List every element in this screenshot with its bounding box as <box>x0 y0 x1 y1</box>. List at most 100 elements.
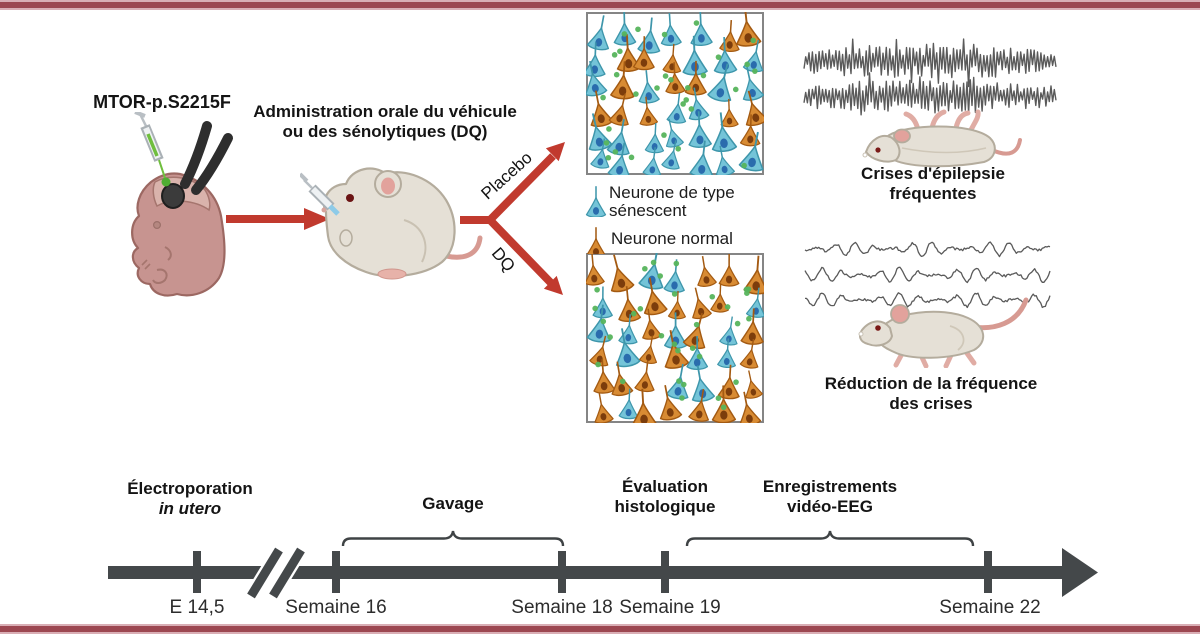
granule-dot <box>675 145 682 152</box>
neuron-glyph <box>593 359 616 394</box>
granule-dot <box>720 404 727 411</box>
granule-dot <box>606 126 612 132</box>
granule-dot <box>657 273 664 279</box>
granule-dot <box>675 347 681 354</box>
timeline-break <box>243 547 309 599</box>
granule-dot <box>603 140 610 146</box>
neuron-glyph <box>710 283 729 313</box>
eeg-trace-line <box>803 38 1057 88</box>
construct-label: MTOR-p.S2215F <box>93 92 231 112</box>
neuron-glyph <box>739 391 762 423</box>
neuron-glyph <box>632 36 655 71</box>
granule-dot <box>709 293 716 300</box>
eeg-trace-line <box>803 72 1057 116</box>
granule-dot <box>684 84 691 91</box>
arrowhead-dq <box>543 275 563 295</box>
granule-dot <box>630 310 637 317</box>
neuron-glyph <box>618 388 639 420</box>
granule-dot <box>607 334 613 340</box>
tick-label-semaine-22: Semaine 22 <box>939 597 1041 618</box>
tick-label-semaine-19: Semaine 19 <box>619 597 721 618</box>
neuron-glyph <box>643 277 668 316</box>
neuron-glyph <box>631 388 657 423</box>
neuron-glyph <box>642 147 662 175</box>
neuron-panel-dq <box>586 253 764 423</box>
neuron-glyph <box>686 336 709 371</box>
granule-dot <box>605 154 612 161</box>
neuron-glyph <box>607 142 631 175</box>
event-electroporation-line2: in utero <box>158 499 222 518</box>
event-electroporation-label: Électroporation in utero <box>105 479 275 519</box>
senescent-neuron-icon <box>585 186 607 217</box>
granule-dot <box>662 73 669 79</box>
granule-dot <box>680 381 687 388</box>
mouse-eye <box>875 325 881 331</box>
granule-dot <box>661 31 668 38</box>
neuron-glyph <box>638 70 660 104</box>
outcome-dq-label: Réduction de la fréquence des crises <box>806 374 1056 414</box>
granule-dot <box>661 132 667 138</box>
injection-syringe-icon <box>134 112 171 187</box>
event-histology-line2: histologique <box>614 497 716 516</box>
granule-dot <box>693 321 700 328</box>
eeg-trace-line <box>805 292 1051 309</box>
outcome-dq-line1: Réduction de la fréquence <box>824 374 1038 393</box>
granule-dot <box>671 341 678 347</box>
granule-dot <box>671 291 678 297</box>
timeline-bar <box>108 566 1062 579</box>
mouse-eye <box>875 147 881 153</box>
administration-line1: Administration orale du véhicule <box>253 102 517 121</box>
seizing-mouse-illustration <box>862 109 1022 168</box>
event-video-eeg-line2: vidéo-EEG <box>787 497 873 516</box>
gavage-mouse-illustration <box>300 167 483 280</box>
neuron-glyph <box>610 254 635 293</box>
normal-neuron-icon <box>586 227 606 254</box>
granule-dot <box>679 395 685 401</box>
granule-dot <box>733 379 739 385</box>
granule-dot <box>612 149 619 155</box>
administration-label: Administration orale du véhicule ou des … <box>230 102 540 142</box>
neuron-glyph <box>711 385 737 423</box>
granule-dot <box>752 68 758 74</box>
mouse-tail <box>990 138 1022 156</box>
mouse-ear <box>893 128 911 144</box>
neuron-glyph <box>665 62 686 94</box>
neuron-glyph <box>711 112 738 153</box>
neuron-glyph <box>739 114 761 147</box>
granule-dot <box>635 26 641 33</box>
neuron-glyph <box>639 96 659 126</box>
granule-dot <box>700 72 707 79</box>
granule-dot <box>637 306 644 312</box>
granule-dot <box>696 353 703 360</box>
neuron-glyph <box>697 255 717 287</box>
neuron-glyph <box>688 388 710 422</box>
neuron-glyph <box>689 140 714 175</box>
neuron-glyph <box>662 43 682 74</box>
neuron-glyph <box>718 254 740 287</box>
granule-dot <box>715 395 722 401</box>
granule-dot <box>642 265 648 272</box>
granule-dot <box>746 315 752 322</box>
neuron-glyph <box>664 329 690 369</box>
event-histology-label: Évaluation histologique <box>582 477 748 517</box>
granule-dot <box>619 378 626 385</box>
legend-senescent-label: Neurone de type sénescent <box>609 184 769 220</box>
granule-dot <box>668 77 674 83</box>
legend-senescent-line2: sénescent <box>609 201 687 220</box>
granule-dot <box>673 260 680 267</box>
granule-dot <box>611 52 618 58</box>
eeg-trace-line <box>804 241 1051 258</box>
granule-dot <box>595 361 601 368</box>
granule-dot <box>693 20 700 26</box>
neuron-glyph <box>659 385 683 421</box>
eeg-trace-calm <box>804 241 1051 309</box>
neuron-glyph <box>688 111 712 148</box>
neuron-glyph <box>682 35 708 76</box>
neuron-glyph <box>666 92 687 124</box>
mouse-eye <box>346 194 354 202</box>
neuron-glyph <box>585 186 607 217</box>
tick-label-e14-5: E 14,5 <box>169 597 225 618</box>
granule-dot <box>741 162 747 169</box>
granule-dot <box>633 91 639 97</box>
neuron-glyph <box>615 328 641 368</box>
